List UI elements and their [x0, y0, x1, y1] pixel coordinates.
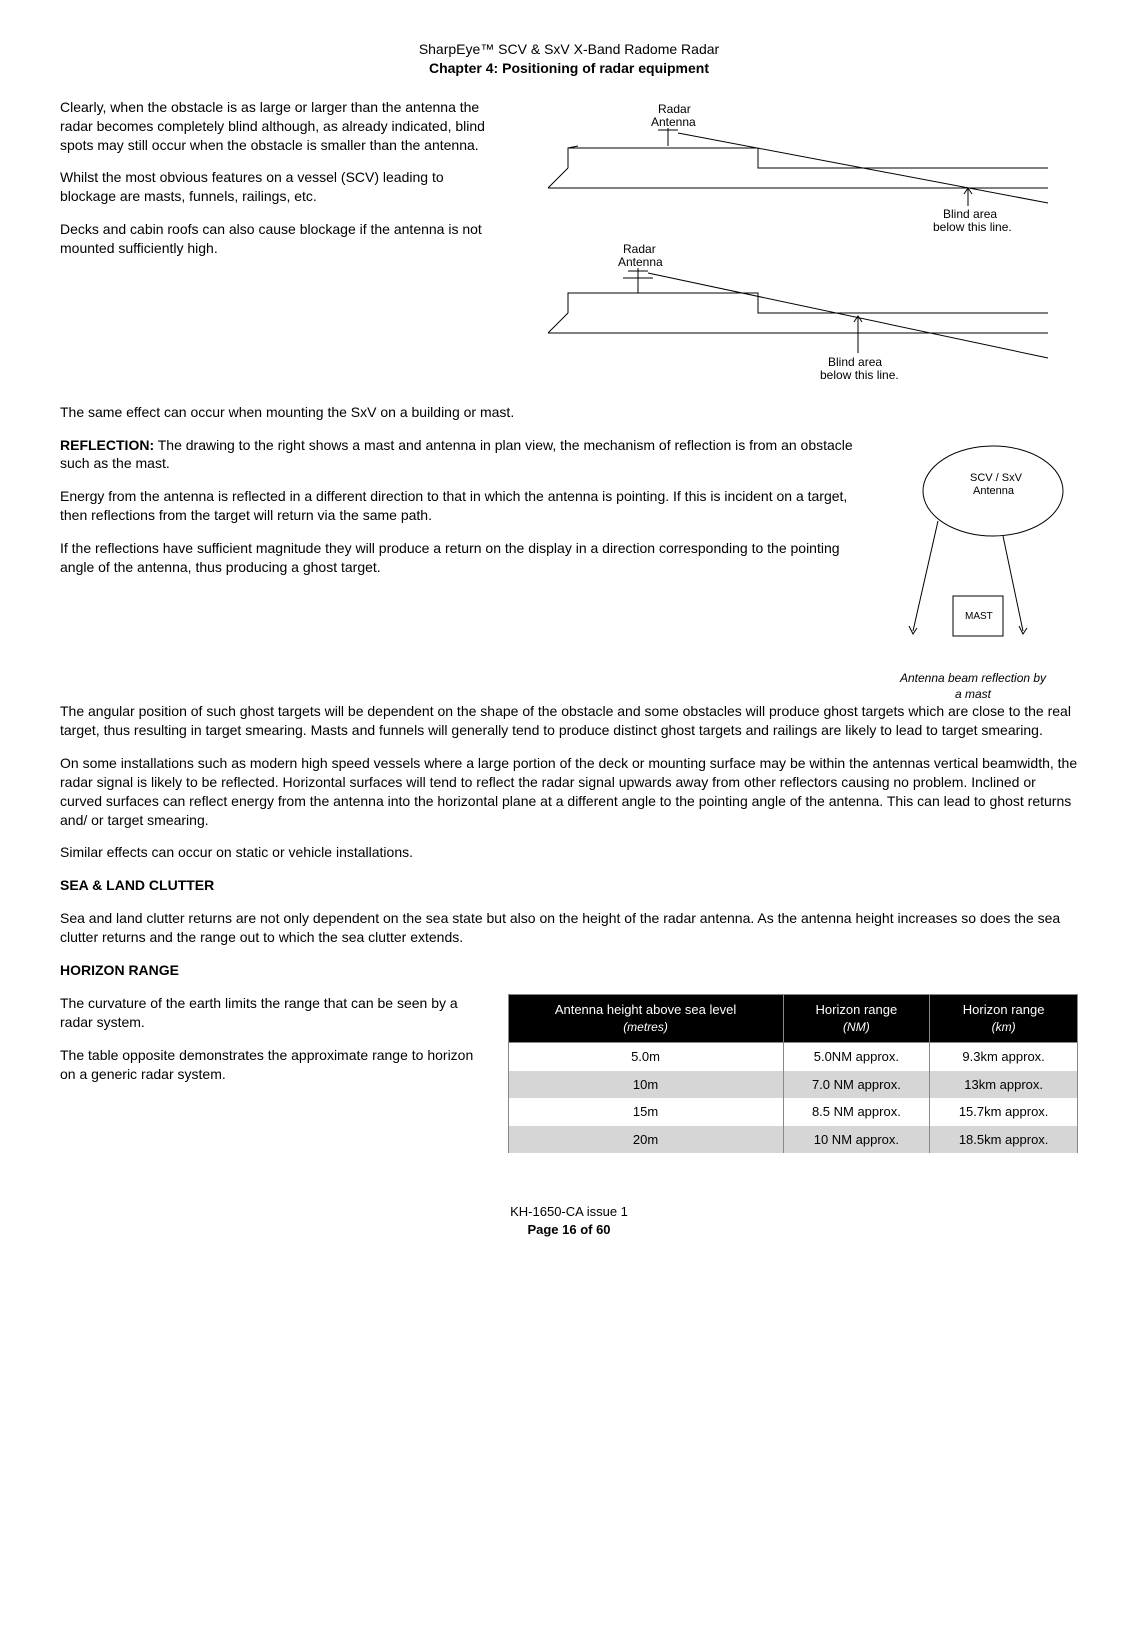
header-product: SharpEye™ SCV & SxV X-Band Radome Radar [60, 40, 1078, 59]
mast-diagram: SCV / SxV Antenna MAST Antenna beam refl… [868, 436, 1078, 703]
intro-section: Clearly, when the obstacle is as large o… [60, 98, 1078, 393]
para-decks: Decks and cabin roofs can also cause blo… [60, 220, 488, 258]
cell: 15.7km approx. [930, 1098, 1078, 1126]
mast-svg: SCV / SxV Antenna MAST [873, 436, 1073, 666]
table-row: 20m 10 NM approx. 18.5km approx. [508, 1126, 1077, 1154]
th-antenna-height: Antenna height above sea level(metres) [508, 994, 783, 1042]
reflection-text: REFLECTION: The drawing to the right sho… [60, 436, 853, 703]
reflection-section: REFLECTION: The drawing to the right sho… [60, 436, 1078, 703]
footer-page: Page 16 of 60 [60, 1221, 1078, 1239]
horizon-body-2: The table opposite demonstrates the appr… [60, 1046, 488, 1084]
cell: 5.0NM approx. [783, 1043, 930, 1071]
para-installations: On some installations such as modern hig… [60, 754, 1078, 830]
header-chapter: Chapter 4: Positioning of radar equipmen… [60, 59, 1078, 78]
horizon-text: The curvature of the earth limits the ra… [60, 994, 488, 1153]
th-horizon-nm: Horizon range(NM) [783, 994, 930, 1042]
page-footer: KH-1650-CA issue 1 Page 16 of 60 [60, 1203, 1078, 1238]
para-vessel: Whilst the most obvious features on a ve… [60, 168, 488, 206]
blind-label-2a: Blind area [828, 355, 882, 369]
blind-label-1a: Blind area [943, 207, 997, 221]
scv-label-2: Antenna [973, 485, 1015, 497]
cell: 8.5 NM approx. [783, 1098, 930, 1126]
blind-label-2b: below this line. [820, 368, 899, 382]
para-energy: Energy from the antenna is reflected in … [60, 487, 853, 525]
table-row: 15m 8.5 NM approx. 15.7km approx. [508, 1098, 1077, 1126]
mast-label: MAST [965, 611, 993, 622]
scv-label-1: SCV / SxV [970, 472, 1023, 484]
cell: 10m [508, 1071, 783, 1099]
radar-label-1: Radar [658, 102, 691, 116]
cell: 18.5km approx. [930, 1126, 1078, 1154]
blind-area-diagram: Radar Antenna Blind area below this line… [508, 98, 1078, 393]
cell: 13km approx. [930, 1071, 1078, 1099]
radar-label-2: Radar [623, 242, 656, 256]
sea-clutter-body: Sea and land clutter returns are not onl… [60, 909, 1078, 947]
reflection-bold: REFLECTION: [60, 437, 154, 453]
cell: 20m [508, 1126, 783, 1154]
table-row: 10m 7.0 NM approx. 13km approx. [508, 1071, 1077, 1099]
mast-caption-2: a mast [868, 686, 1078, 702]
horizon-table-wrap: Antenna height above sea level(metres) H… [508, 994, 1078, 1153]
blind-label-1b: below this line. [933, 220, 1012, 234]
para-sxv-building: The same effect can occur when mounting … [60, 403, 1078, 422]
antenna-label-2: Antenna [618, 255, 663, 269]
mast-caption-1: Antenna beam reflection by [868, 670, 1078, 686]
cell: 5.0m [508, 1043, 783, 1071]
sea-clutter-title: SEA & LAND CLUTTER [60, 876, 1078, 895]
horizon-body-1: The curvature of the earth limits the ra… [60, 994, 488, 1032]
horizon-section: The curvature of the earth limits the ra… [60, 994, 1078, 1153]
para-obstacle: Clearly, when the obstacle is as large o… [60, 98, 488, 155]
para-ghost: If the reflections have sufficient magni… [60, 539, 853, 577]
cell: 15m [508, 1098, 783, 1126]
horizon-table: Antenna height above sea level(metres) H… [508, 994, 1078, 1153]
cell: 10 NM approx. [783, 1126, 930, 1154]
antenna-label-1: Antenna [651, 115, 696, 129]
reflection-rest: The drawing to the right shows a mast an… [60, 437, 853, 472]
horizon-range-title: HORIZON RANGE [60, 961, 1078, 980]
footer-issue: KH-1650-CA issue 1 [60, 1203, 1078, 1221]
para-static: Similar effects can occur on static or v… [60, 843, 1078, 862]
cell: 7.0 NM approx. [783, 1071, 930, 1099]
table-row: 5.0m 5.0NM approx. 9.3km approx. [508, 1043, 1077, 1071]
para-angular: The angular position of such ghost targe… [60, 702, 1078, 740]
page-header: SharpEye™ SCV & SxV X-Band Radome Radar … [60, 40, 1078, 78]
th-horizon-km: Horizon range(km) [930, 994, 1078, 1042]
cell: 9.3km approx. [930, 1043, 1078, 1071]
intro-text-col: Clearly, when the obstacle is as large o… [60, 98, 488, 393]
para-reflection: REFLECTION: The drawing to the right sho… [60, 436, 853, 474]
blind-area-svg: Radar Antenna Blind area below this line… [508, 98, 1068, 388]
